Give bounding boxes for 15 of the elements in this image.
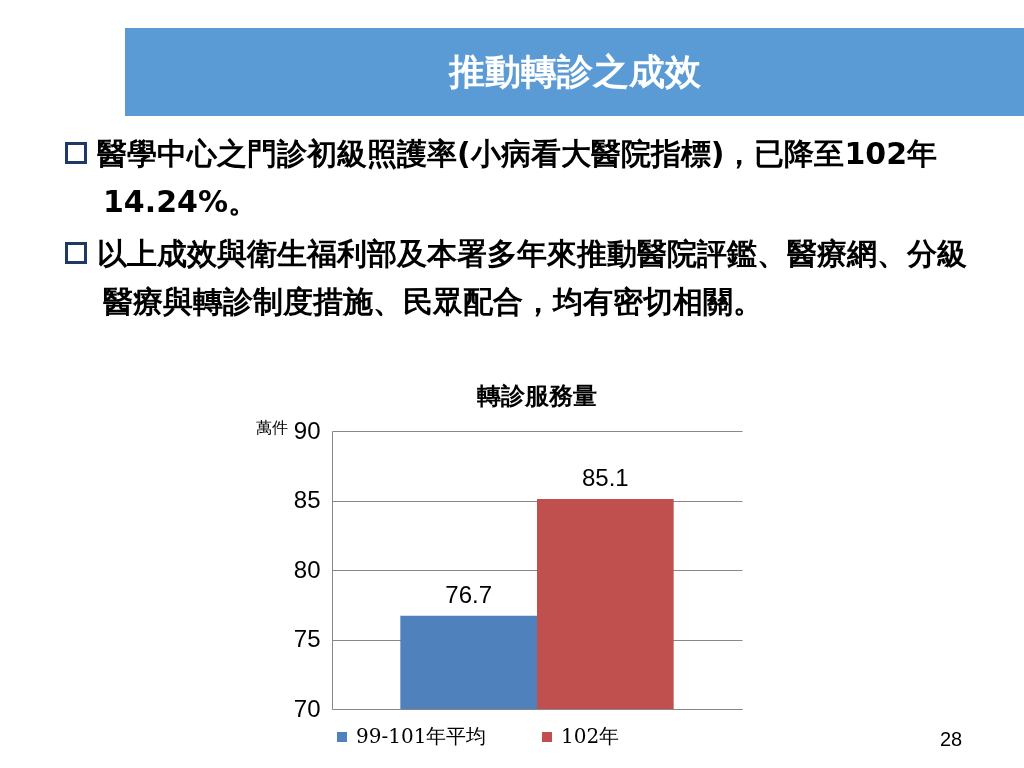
text: 28 <box>940 728 963 751</box>
data-label: 85.1 <box>581 464 629 492</box>
y-tick-label: 90 <box>293 416 321 444</box>
text: 醫學中心之門診初級照護率(小病看大醫院指標)，已降至102年14.24%。 <box>96 135 939 221</box>
text: 以上成效與衛生福利部及本署多年來推動醫院評鑑、醫療網、分級醫療與轉診制度措施、民眾配合，均有密切相關。 <box>96 235 968 321</box>
y-tick-label: 75 <box>293 625 321 652</box>
legend-label: 99-101年平均 <box>356 724 487 748</box>
data-label: 76.7 <box>445 580 493 608</box>
legend-label: 102年 <box>561 724 620 748</box>
y-tick-label: 85 <box>293 486 321 513</box>
y-tick-label: 80 <box>293 555 321 583</box>
y-tick-label: 70 <box>293 694 321 722</box>
chart-subtitle: 轉診服務量 <box>476 381 597 410</box>
chart-title: 推動轉診之成效 <box>125 28 1024 116</box>
y-axis-title: 萬件 <box>255 418 288 436</box>
